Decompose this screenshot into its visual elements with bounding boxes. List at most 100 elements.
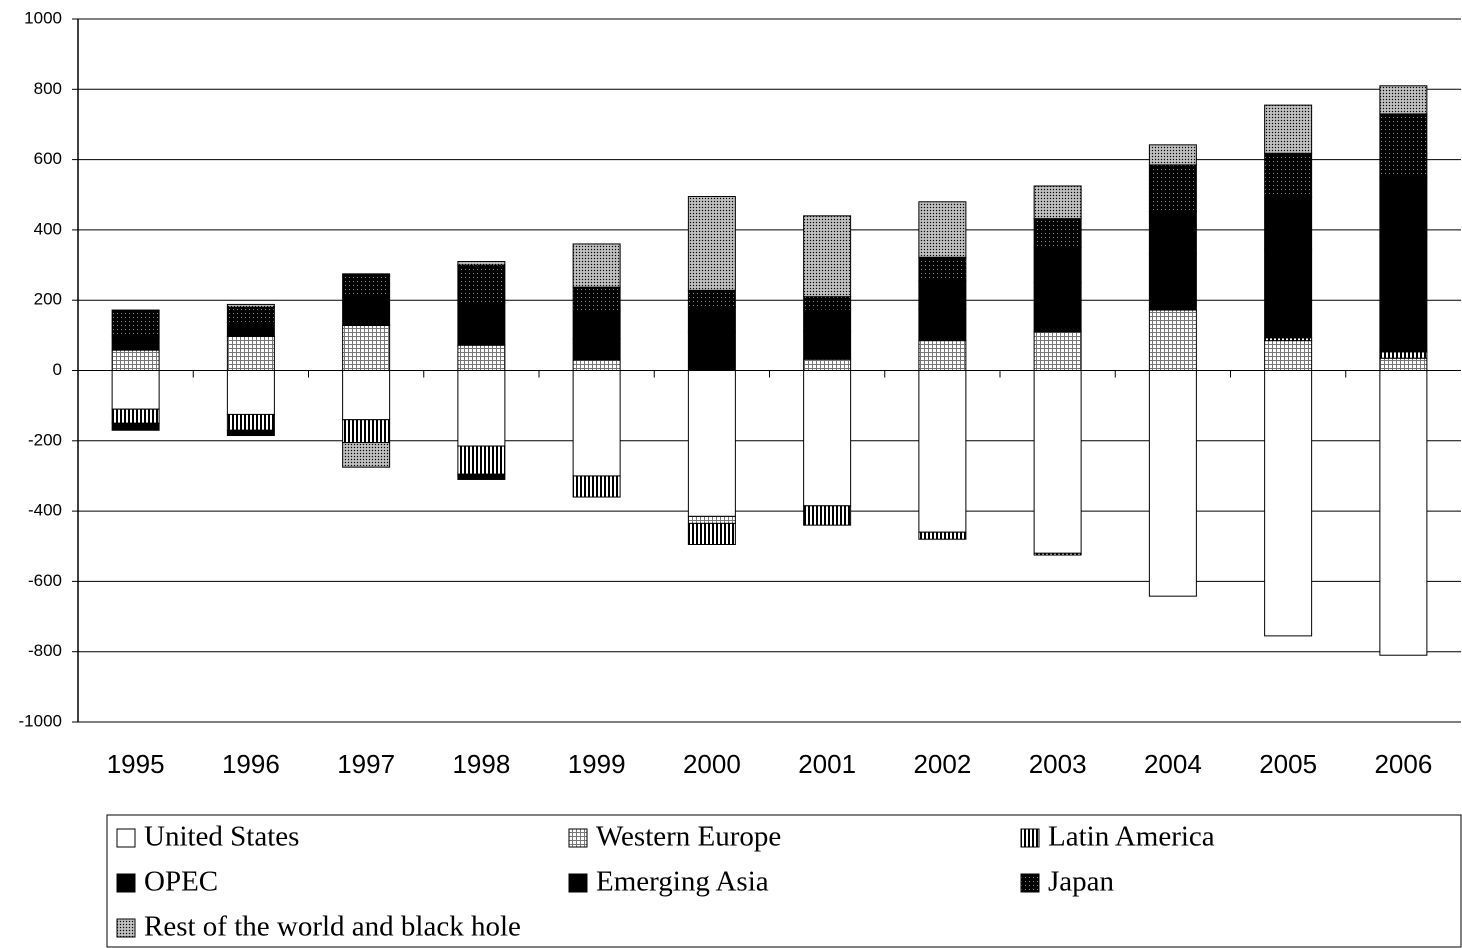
bar-segment — [1033, 218, 1082, 248]
legend-swatch — [568, 873, 588, 893]
bar-segment — [1264, 104, 1313, 154]
bar-segment — [1033, 552, 1082, 556]
bar-segment — [226, 413, 275, 431]
x-tick-label: 1999 — [568, 749, 626, 779]
x-tick-label: 2004 — [1144, 749, 1202, 779]
legend-swatch — [568, 828, 588, 848]
bar-segment — [1033, 246, 1082, 284]
bar-segment — [1033, 370, 1082, 554]
x-tick-label: 1997 — [337, 749, 395, 779]
bar-segment — [1379, 85, 1428, 115]
bar-segment — [687, 331, 736, 371]
bar-segment — [572, 359, 621, 371]
y-tick-label: 0 — [53, 360, 62, 379]
y-tick-label: -1000 — [19, 711, 62, 730]
bar-segment — [803, 358, 852, 372]
bar-segment — [457, 370, 506, 447]
legend-label: Latin America — [1048, 821, 1215, 853]
bar-segment — [918, 201, 967, 258]
bar-segment — [457, 344, 506, 371]
legend-label: Emerging Asia — [596, 866, 769, 898]
bar-segment — [572, 243, 621, 288]
bar-segment — [226, 321, 275, 337]
bar-segment — [111, 349, 160, 372]
bar-segment — [803, 296, 852, 311]
y-tick-label: 400 — [34, 219, 62, 238]
bar-segment — [687, 515, 736, 524]
bar-segment — [572, 338, 621, 361]
bar-segment — [687, 370, 736, 517]
bar-segment — [918, 256, 967, 282]
bar-segment — [918, 531, 967, 540]
bar-segment — [1148, 253, 1197, 311]
y-tick-label: 200 — [34, 290, 62, 309]
legend-swatch — [116, 873, 136, 893]
y-tick-label: -200 — [28, 430, 62, 449]
bar-segment — [918, 308, 967, 342]
bar-segment — [803, 370, 852, 507]
legend-label: Japan — [1048, 866, 1115, 898]
bar-segment — [457, 445, 506, 475]
legend-swatch — [1020, 828, 1040, 848]
bar-segment — [687, 289, 736, 308]
bar-segment — [226, 303, 275, 308]
bar-segment — [1148, 164, 1197, 213]
bar-segment — [1379, 357, 1428, 372]
bar-segment — [1379, 351, 1428, 359]
x-tick-label: 2003 — [1029, 749, 1087, 779]
bar-segment — [1264, 152, 1313, 198]
bar-segment — [457, 473, 506, 480]
bar-segment — [803, 215, 852, 298]
bar-segment — [111, 422, 160, 431]
x-tick-label: 2001 — [798, 749, 856, 779]
bar-segment — [572, 475, 621, 498]
bar-segment — [1148, 370, 1197, 597]
bar-segment — [342, 273, 391, 298]
legend-label: United States — [144, 821, 299, 853]
bar-segment — [111, 335, 160, 351]
bar-segment — [687, 196, 736, 291]
bar-segment — [457, 302, 506, 346]
y-tick-label: -800 — [28, 641, 62, 660]
legend-label: Rest of the world and black hole — [144, 911, 521, 943]
x-tick-label: 2000 — [683, 749, 741, 779]
x-tick-label: 2006 — [1374, 749, 1432, 779]
bar-segment — [342, 296, 391, 327]
legend-swatch — [116, 828, 136, 848]
bar-segment — [803, 309, 852, 332]
bar-segment — [226, 429, 275, 437]
bar-segment — [1264, 370, 1313, 637]
bar-segment — [1033, 185, 1082, 220]
legend-swatch — [1020, 873, 1040, 893]
bar-segment — [1379, 370, 1428, 656]
bar-segment — [1379, 113, 1428, 177]
bar-segment — [1148, 309, 1197, 371]
bar-segment — [918, 370, 967, 533]
bar-segment — [1148, 211, 1197, 255]
bar-segment — [572, 310, 621, 340]
bar-segment — [226, 335, 275, 372]
legend-box — [106, 814, 1462, 948]
bar-segment — [111, 309, 160, 337]
bar-segment — [572, 370, 621, 477]
bar-segment — [1264, 196, 1313, 251]
bar-segment — [457, 261, 506, 266]
bar-segment — [342, 419, 391, 444]
bar-segment — [111, 408, 160, 424]
bar-segment — [918, 280, 967, 310]
x-tick-label: 2005 — [1259, 749, 1317, 779]
bar-segment — [226, 370, 275, 415]
bar-segment — [1033, 331, 1082, 371]
x-tick-label: 2002 — [913, 749, 971, 779]
bar-segment — [111, 370, 160, 410]
bar-segment — [572, 286, 621, 312]
bar-segment — [342, 442, 391, 468]
legend-swatch — [116, 918, 136, 938]
bar-segment — [342, 325, 391, 371]
x-tick-label: 1998 — [452, 749, 510, 779]
bar-segment — [1148, 144, 1197, 166]
bar-segment — [1379, 235, 1428, 353]
x-tick-label: 1995 — [107, 749, 165, 779]
bar-segment — [803, 330, 852, 360]
